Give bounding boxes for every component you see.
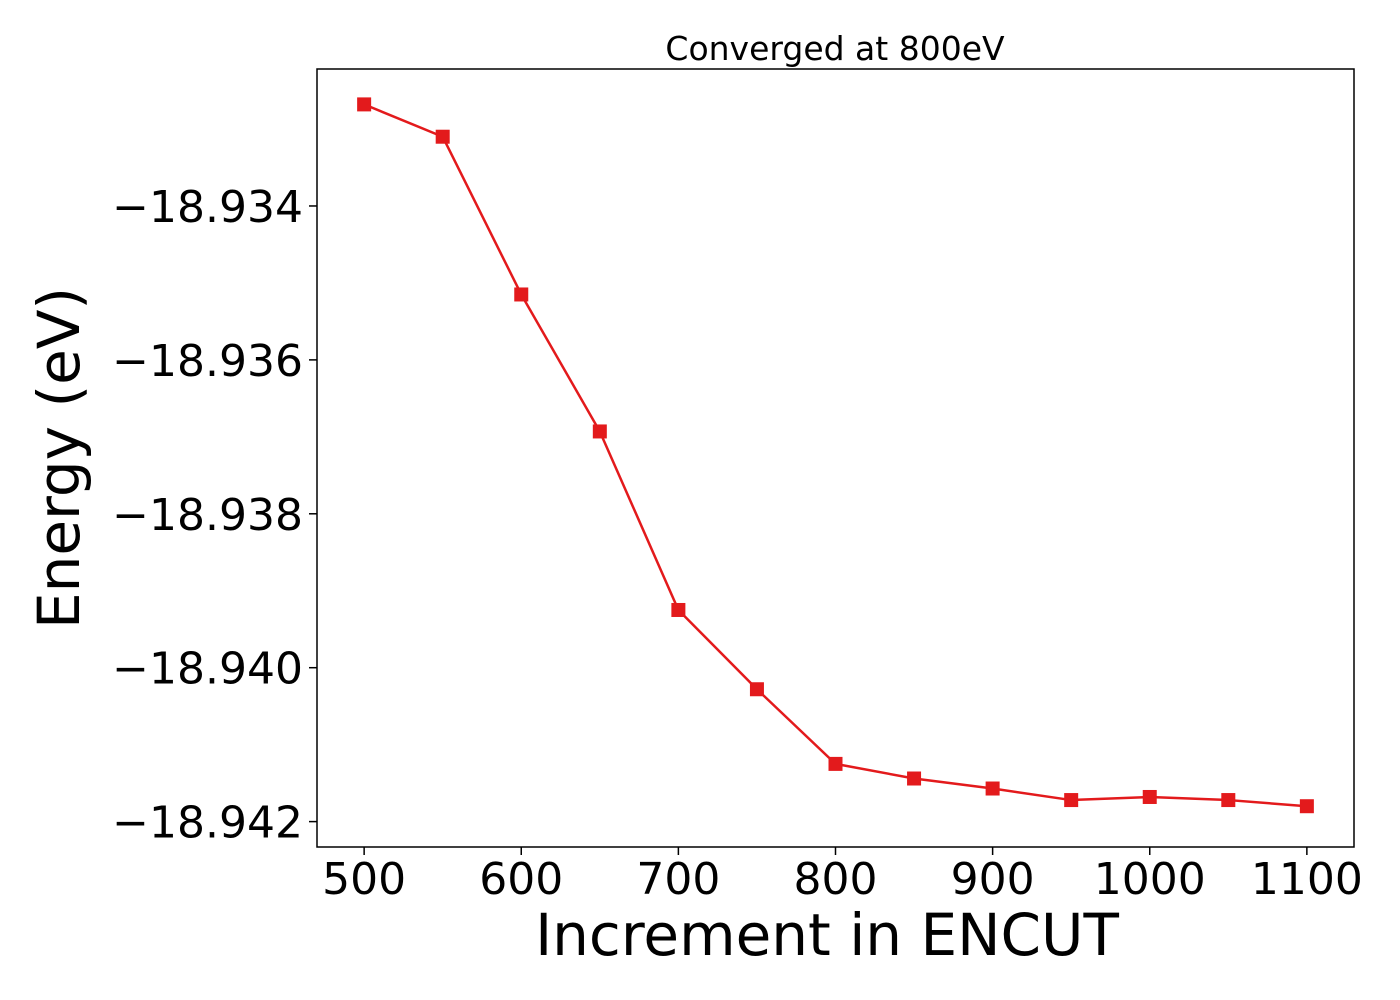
x-tick-label: 900: [951, 854, 1035, 905]
series-line: [363, 103, 1307, 808]
data-point-marker: [1299, 799, 1314, 814]
data-point-marker: [749, 682, 764, 697]
x-tick-label: 1100: [1251, 854, 1363, 905]
y-axis-label: Energy (eV): [25, 287, 93, 629]
data-point-marker: [1142, 789, 1157, 804]
chart-title: Converged at 800eV: [665, 29, 1005, 68]
data-point-marker: [1064, 793, 1079, 808]
data-point-marker: [907, 771, 922, 786]
data-point-marker: [357, 97, 372, 112]
data-point-marker: [985, 781, 1000, 796]
x-tick-label: 500: [322, 854, 406, 905]
y-tick-label: −18.938: [112, 490, 303, 541]
x-tick-label: 600: [479, 854, 563, 905]
y-tick-label: −18.940: [112, 644, 303, 695]
data-point-marker: [1221, 793, 1236, 808]
y-tick-label: −18.934: [112, 182, 303, 233]
data-point-marker: [671, 602, 686, 617]
data-point-marker: [435, 129, 450, 144]
data-point-marker: [828, 756, 843, 771]
y-tick-label: −18.942: [112, 798, 303, 849]
axis-ticks: 500 600 700 800 900 1000 1100 −18.934 −18.936 −18…: [112, 182, 1363, 905]
data-point-marker: [514, 287, 529, 302]
x-tick-label: 1000: [1094, 854, 1206, 905]
data-point-marker: [592, 424, 607, 439]
y-tick-label: −18.936: [112, 336, 303, 387]
data-series: [357, 97, 1314, 814]
x-tick-label: 700: [636, 854, 720, 905]
x-axis-label: Increment in ENCUT: [535, 901, 1119, 969]
plot-area-frame: [316, 68, 1355, 848]
x-tick-label: 800: [794, 854, 878, 905]
